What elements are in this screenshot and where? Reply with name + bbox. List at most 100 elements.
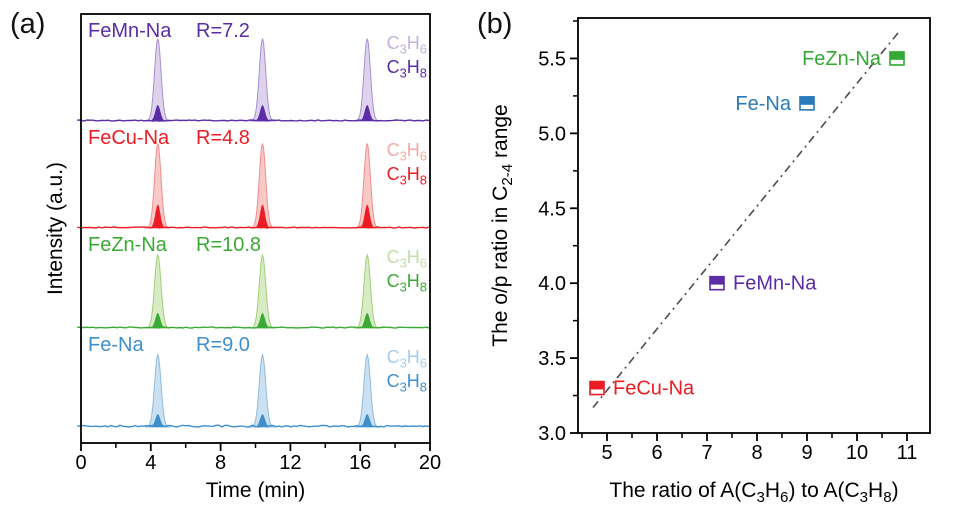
text-segment: C: [387, 57, 400, 77]
text-segment: H: [868, 479, 883, 502]
subscript-segment: 8: [420, 172, 427, 187]
subscript-segment: 3: [400, 379, 407, 394]
text-segment: H: [765, 479, 780, 502]
subscript-segment: 6: [420, 255, 427, 270]
subscript-segment: 2-4: [499, 164, 516, 186]
trace-name-label: FeCu-Na: [88, 127, 170, 149]
subscript-segment: 8: [420, 65, 427, 80]
marker-fill-top: [799, 96, 815, 105]
b-y-tick-label: 3.0: [538, 423, 566, 445]
b-y-axis-title: The o/p ratio in C2-4 range: [489, 104, 516, 346]
text-segment: C: [387, 247, 400, 267]
subscript-segment: 8: [420, 379, 427, 394]
subscript-segment: 3: [400, 65, 407, 80]
species-c3h6-label: C3H6: [387, 33, 427, 56]
text-segment: C: [387, 347, 400, 367]
c3h8-peak: [148, 414, 167, 427]
text-segment: H: [407, 371, 420, 391]
subscript-segment: 3: [400, 255, 407, 270]
r-value-label: R=9.0: [196, 334, 250, 356]
point-label-fecu-na: FeCu-Na: [613, 378, 695, 400]
species-c3h6-label: C3H6: [387, 347, 427, 370]
species-c3h8-label: C3H8: [387, 57, 427, 80]
b-x-tick-label: 6: [651, 442, 662, 464]
subscript-segment: 3: [400, 279, 407, 294]
baseline-trace: [77, 226, 430, 229]
c3h8-peak: [253, 105, 272, 121]
trace-name-label: FeZn-Na: [88, 234, 168, 256]
c3h8-peak: [358, 204, 377, 228]
marker-fill-top: [889, 51, 905, 60]
trace-name-label: FeMn-Na: [88, 20, 172, 42]
c3h8-peak: [253, 313, 272, 328]
marker-fill-top: [589, 381, 605, 390]
r-value-label: R=4.8: [196, 127, 250, 149]
b-x-tick-label: 7: [701, 442, 712, 464]
subscript-segment: 6: [780, 489, 788, 506]
text-segment: ): [892, 479, 899, 502]
text-segment: The o/p ratio in C: [489, 186, 512, 347]
panel-b: 5 6 7 8 9 10 11 3.0 3.5 4.0 4.5 5.0 5.5 FeCu-Na FeMn-N…: [489, 17, 931, 506]
subscript-segment: 3: [860, 489, 868, 506]
text-segment: H: [407, 57, 420, 77]
text-segment: C: [387, 371, 400, 391]
text-segment: H: [407, 140, 420, 160]
c3h8-peak: [358, 414, 377, 427]
r-value-label: R=10.8: [196, 234, 261, 256]
a-x-tick-label: 16: [349, 452, 371, 474]
text-segment: C: [387, 140, 400, 160]
a-x-tick-label: 0: [75, 452, 86, 474]
species-c3h8-label: C3H8: [387, 371, 427, 394]
c3h8-peak: [253, 414, 272, 427]
marker-fill-top: [709, 276, 725, 285]
c3h8-peak: [253, 204, 272, 228]
c3h8-peak: [148, 313, 167, 328]
subscript-segment: 6: [420, 148, 427, 163]
data-point-femn-na: FeMn-Na: [709, 273, 817, 295]
text-segment: H: [407, 271, 420, 291]
a-x-tick-label: 8: [215, 452, 226, 474]
text-segment: C: [387, 271, 400, 291]
c3h8-peak: [358, 105, 377, 121]
b-x-tick-label: 10: [846, 442, 868, 464]
b-y-tick-label: 5.0: [538, 123, 566, 145]
data-point-fe-na: Fe-Na: [735, 93, 815, 115]
baseline-trace: [77, 119, 430, 122]
panel-a-tag: (a): [10, 8, 46, 40]
text-segment: H: [407, 164, 420, 184]
c3h6-peak: [354, 38, 381, 122]
a-x-tick-label: 4: [145, 452, 156, 474]
time-axis-title: Time (min): [206, 479, 306, 502]
species-c3h8-label: C3H8: [387, 164, 427, 187]
b-y-tick-label: 4.5: [538, 198, 566, 220]
text-segment: C: [387, 33, 400, 53]
subscript-segment: 6: [420, 41, 427, 56]
text-segment: H: [407, 247, 420, 267]
baseline-trace: [77, 424, 430, 428]
text-segment: range: [489, 104, 512, 164]
trace-name-label: Fe-Na: [88, 334, 144, 356]
panel-b-frame: [577, 17, 931, 434]
text-segment: H: [407, 33, 420, 53]
c3h8-peak: [358, 313, 377, 328]
point-label-fezn-na: FeZn-Na: [802, 48, 882, 70]
text-segment: The ratio of A(C: [609, 479, 756, 502]
b-x-tick-label: 5: [601, 442, 612, 464]
c3h8-peak: [148, 204, 167, 228]
panel-b-tag: (b): [477, 8, 513, 40]
a-x-tick-label: 12: [279, 452, 301, 474]
text-segment: H: [407, 347, 420, 367]
b-x-axis-title: The ratio of A(C3H6) to A(C3H8): [609, 479, 898, 506]
subscript-segment: 6: [420, 355, 427, 370]
b-y-tick-label: 4.0: [538, 273, 566, 295]
point-label-femn-na: FeMn-Na: [733, 273, 817, 295]
subscript-segment: 3: [400, 172, 407, 187]
subscript-segment: 3: [400, 148, 407, 163]
subscript-segment: 8: [883, 489, 891, 506]
data-point-fecu-na: FeCu-Na: [589, 378, 695, 400]
